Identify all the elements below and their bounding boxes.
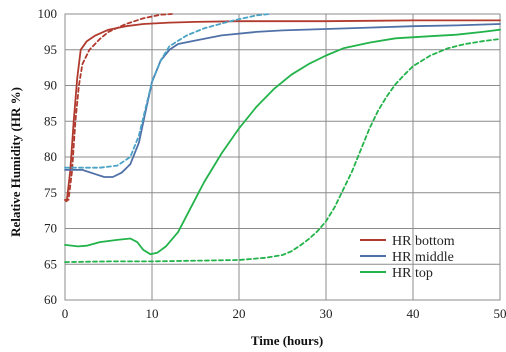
y-tick-label: 75 xyxy=(44,185,57,200)
x-tick-label: 0 xyxy=(62,306,69,321)
legend-label: HR top xyxy=(392,266,433,281)
plot-lines xyxy=(64,13,501,263)
y-tick-label: 85 xyxy=(44,113,57,128)
x-axis-title: Time (hours) xyxy=(251,333,323,348)
y-tick-label: 65 xyxy=(44,256,57,271)
series-line-dashed-5 xyxy=(64,38,501,263)
x-tick-label: 40 xyxy=(407,306,420,321)
plot-frame xyxy=(64,13,501,301)
y-tick-label: 100 xyxy=(38,6,58,21)
x-tick-label: 30 xyxy=(320,306,333,321)
series-line-dashed-3 xyxy=(64,13,271,169)
y-tick-label: 70 xyxy=(44,221,57,236)
series-line-solid-0 xyxy=(64,19,501,203)
series-line-solid-2 xyxy=(64,23,501,178)
y-tick-label: 90 xyxy=(44,78,57,93)
y-tick-label: 60 xyxy=(44,292,57,307)
series-line-solid-4 xyxy=(64,28,501,256)
x-tick-label: 20 xyxy=(233,306,246,321)
legend-label: HR middle xyxy=(392,250,454,265)
y-tick-label: 80 xyxy=(44,149,57,164)
legend-label: HR bottom xyxy=(392,234,455,249)
tick-labels: 60 65 70 75 80 85 90 95 100 0 10 20 30 40 50 xyxy=(38,6,506,321)
y-axis-title: Relative Humidity (HR %) xyxy=(8,87,23,237)
grid xyxy=(64,13,501,301)
series-line-dashed-1 xyxy=(64,13,173,201)
x-tick-label: 50 xyxy=(494,306,506,321)
x-tick-label: 10 xyxy=(146,306,159,321)
y-tick-label: 95 xyxy=(44,42,57,57)
